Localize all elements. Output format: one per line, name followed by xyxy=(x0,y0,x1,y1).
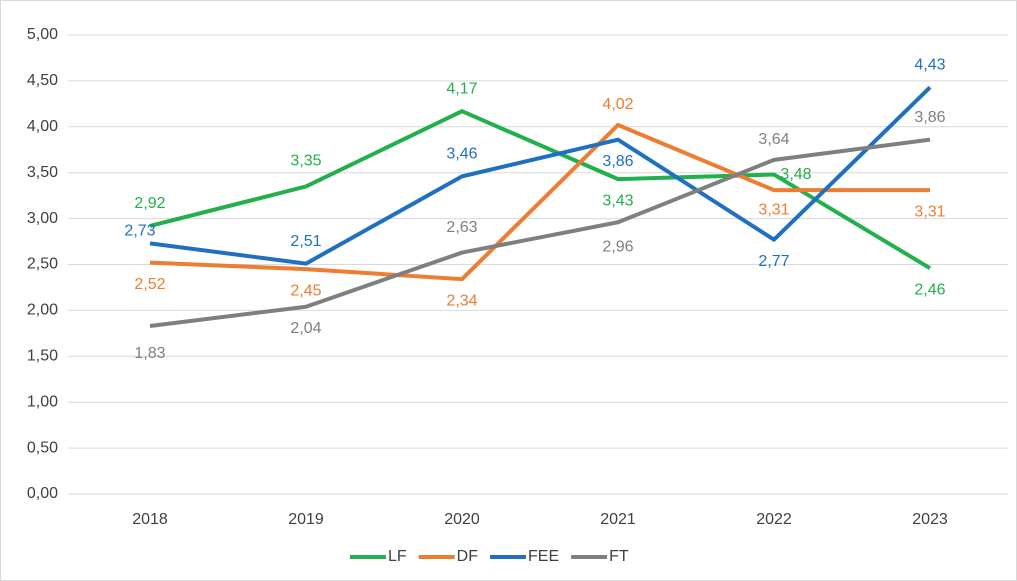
data-label: 2,52 xyxy=(134,276,165,293)
y-tick-label: 3,00 xyxy=(27,210,58,227)
data-label: 2,92 xyxy=(134,195,165,212)
data-label: 4,02 xyxy=(602,96,633,113)
data-label: 3,86 xyxy=(914,109,945,126)
data-label: 3,31 xyxy=(758,201,789,218)
y-tick-label: 0,00 xyxy=(27,485,58,502)
data-label: 1,83 xyxy=(134,345,165,362)
data-label: 3,86 xyxy=(602,153,633,170)
data-label: 2,34 xyxy=(446,292,477,309)
data-label: 4,43 xyxy=(914,57,945,74)
y-tick-label: 2,50 xyxy=(27,256,58,273)
data-label: 3,43 xyxy=(602,192,633,209)
data-label: 2,96 xyxy=(602,238,633,255)
data-label: 3,31 xyxy=(914,203,945,220)
data-label: 2,45 xyxy=(290,282,321,299)
data-label: 3,46 xyxy=(446,146,477,163)
data-label: 3,64 xyxy=(758,131,789,148)
x-tick-label: 2023 xyxy=(912,511,948,528)
data-label: 2,04 xyxy=(290,320,321,337)
y-tick-label: 3,50 xyxy=(27,164,58,181)
data-label: 3,48 xyxy=(780,166,811,183)
data-label: 2,77 xyxy=(758,253,789,270)
data-label: 2,51 xyxy=(290,233,321,250)
x-tick-label: 2018 xyxy=(132,511,168,528)
data-label: 2,46 xyxy=(914,281,945,298)
line xyxy=(149,122,930,282)
y-tick-label: 0,50 xyxy=(27,439,58,456)
y-tick-label: 1,50 xyxy=(27,348,58,365)
x-tick-label: 2019 xyxy=(288,511,324,528)
y-tick-label: 1,00 xyxy=(27,393,58,410)
line xyxy=(149,85,932,266)
data-label: 2,63 xyxy=(446,219,477,236)
x-tick-label: 2020 xyxy=(444,511,480,528)
y-tick-label: 4,00 xyxy=(27,118,58,135)
legend-label: LF xyxy=(388,548,407,565)
data-label: 2,73 xyxy=(124,223,155,240)
x-tick-label: 2021 xyxy=(600,511,636,528)
legend-label: DF xyxy=(457,548,479,565)
y-tick-label: 2,00 xyxy=(27,302,58,319)
x-tick-label: 2022 xyxy=(756,511,792,528)
y-tick-label: 4,50 xyxy=(27,72,58,89)
data-label: 3,35 xyxy=(290,153,321,170)
legend-label: FEE xyxy=(528,548,559,565)
line xyxy=(149,137,931,328)
legend-label: FT xyxy=(609,548,629,565)
data-label: 4,17 xyxy=(446,80,477,97)
y-tick-label: 5,00 xyxy=(27,26,58,43)
